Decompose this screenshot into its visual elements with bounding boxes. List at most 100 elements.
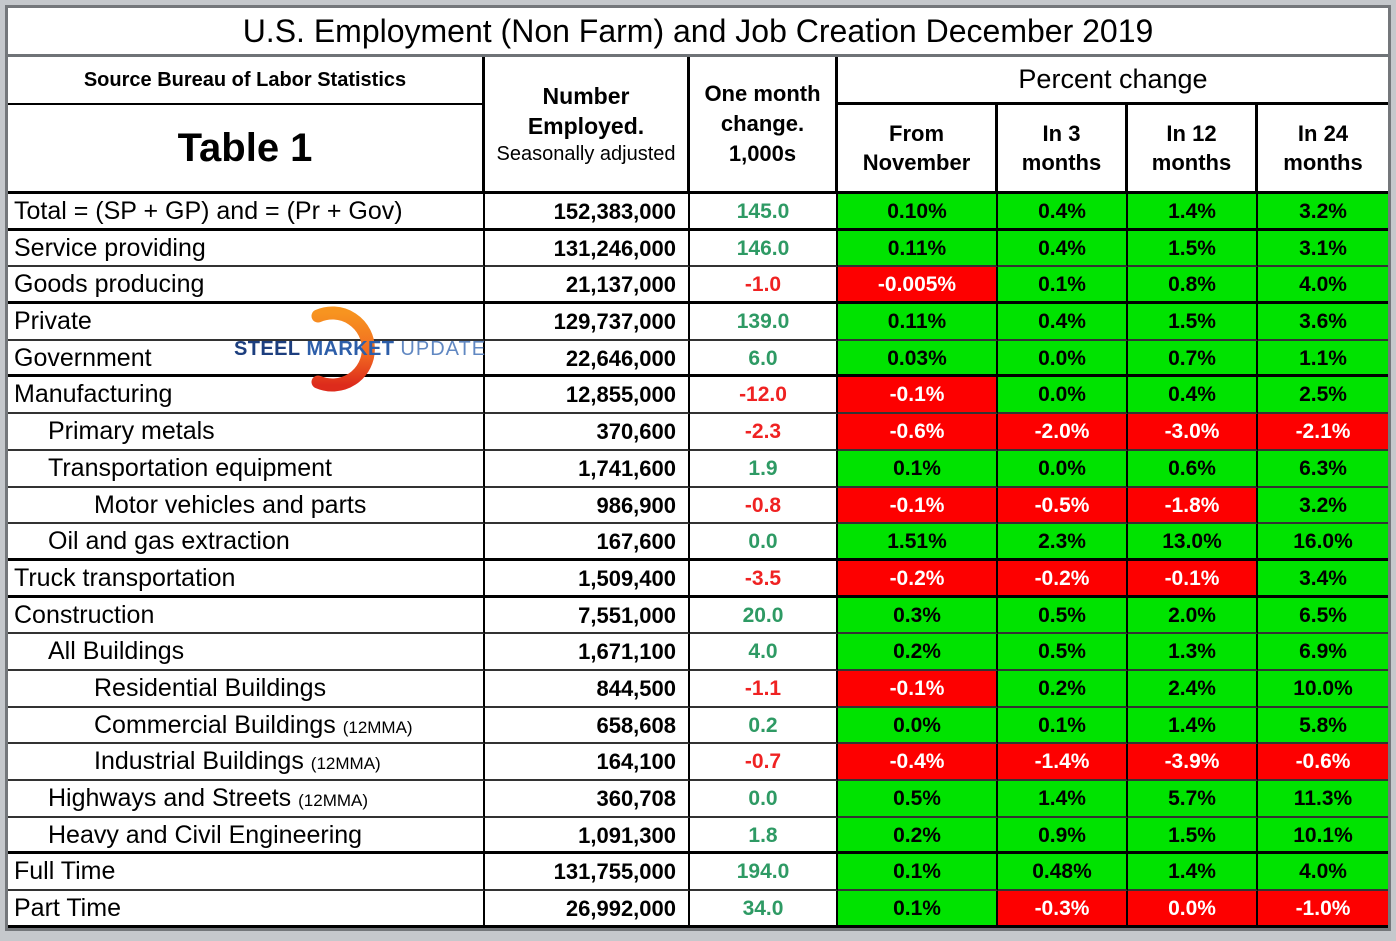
column-header-from-november: From November bbox=[838, 105, 998, 191]
row-label: Manufacturing bbox=[8, 377, 485, 415]
pct-cell: 3.2% bbox=[1258, 194, 1388, 231]
table-header: Source Bureau of Labor Statistics Table … bbox=[8, 57, 1388, 194]
pct-cell: 3.2% bbox=[1258, 487, 1388, 525]
row-label: Highways and Streets (12MMA) bbox=[8, 781, 485, 818]
column-header-percent-change: Percent change bbox=[838, 57, 1388, 105]
employed-value: 658,608 bbox=[485, 707, 690, 745]
employed-value: 131,246,000 bbox=[485, 230, 690, 268]
in-3-months-line1: In 3 bbox=[1042, 121, 1081, 146]
pct-cell: 0.6% bbox=[1128, 450, 1258, 488]
employed-value: 164,100 bbox=[485, 744, 690, 781]
pct-cell: 5.8% bbox=[1258, 707, 1388, 745]
pct-cell: 1.4% bbox=[1128, 194, 1258, 231]
row-label-text: Manufacturing bbox=[14, 380, 173, 409]
change-value: -0.8 bbox=[690, 487, 838, 525]
in-24-months-line2: months bbox=[1283, 150, 1363, 175]
table-row: Full Time 131,755,000 194.0 0.1% 0.48% 1… bbox=[8, 854, 1388, 892]
change-value: 0.0 bbox=[690, 781, 838, 818]
row-label-text: Industrial Buildings bbox=[94, 747, 304, 776]
row-label: All Buildings bbox=[8, 634, 485, 671]
row-label: Heavy and Civil Engineering bbox=[8, 817, 485, 855]
pct-cell: 0.0% bbox=[998, 377, 1128, 415]
pct-cell: 6.3% bbox=[1258, 450, 1388, 488]
employed-value: 22,646,000 bbox=[485, 340, 690, 378]
table-row: Oil and gas extraction 167,600 0.0 1.51%… bbox=[8, 524, 1388, 561]
row-label-text: Goods producing bbox=[14, 270, 205, 299]
in-3-months-line2: months bbox=[1021, 150, 1102, 175]
row-label: Goods producing bbox=[8, 267, 485, 305]
pct-cell: 5.7% bbox=[1128, 781, 1258, 818]
table-row: Industrial Buildings (12MMA) 164,100 -0.… bbox=[8, 744, 1388, 781]
row-label: Transportation equipment bbox=[8, 450, 485, 488]
pct-cell: 0.1% bbox=[838, 891, 998, 928]
employed-value: 370,600 bbox=[485, 414, 690, 451]
from-november-line2: November bbox=[862, 150, 971, 175]
pct-cell: 0.5% bbox=[838, 781, 998, 818]
row-label: Truck transportation bbox=[8, 560, 485, 598]
table-row: Highways and Streets (12MMA) 360,708 0.0… bbox=[8, 781, 1388, 818]
one-month-line3: 1,000s bbox=[728, 141, 797, 166]
pct-cell: -2.0% bbox=[998, 414, 1128, 451]
pct-cell: 0.1% bbox=[998, 267, 1128, 305]
change-value: -3.5 bbox=[690, 560, 838, 598]
table-row: Motor vehicles and parts 986,900 -0.8 -0… bbox=[8, 487, 1388, 525]
row-label: Government bbox=[8, 340, 485, 378]
employed-value: 21,137,000 bbox=[485, 267, 690, 305]
pct-cell: 3.1% bbox=[1258, 230, 1388, 268]
pct-cell: -0.005% bbox=[838, 267, 998, 305]
pct-cell: 6.9% bbox=[1258, 634, 1388, 671]
pct-cell: -0.1% bbox=[1128, 560, 1258, 598]
change-value: 146.0 bbox=[690, 230, 838, 268]
table-row: Service providing 131,246,000 146.0 0.11… bbox=[8, 230, 1388, 268]
employed-value: 7,551,000 bbox=[485, 597, 690, 635]
change-value: 34.0 bbox=[690, 891, 838, 928]
table-row: Heavy and Civil Engineering 1,091,300 1.… bbox=[8, 817, 1388, 855]
in-12-months-line2: months bbox=[1151, 150, 1232, 175]
number-employed-line1: Number bbox=[542, 83, 630, 109]
row-label: Service providing bbox=[8, 230, 485, 268]
row-label-text: Government bbox=[14, 343, 152, 372]
table-row: All Buildings 1,671,100 4.0 0.2% 0.5% 1.… bbox=[8, 634, 1388, 671]
change-value: 6.0 bbox=[690, 340, 838, 378]
pct-cell: 0.4% bbox=[998, 230, 1128, 268]
change-value: 194.0 bbox=[690, 854, 838, 892]
pct-cell: 6.5% bbox=[1258, 597, 1388, 635]
pct-cell: -0.5% bbox=[998, 487, 1128, 525]
row-label: Full Time bbox=[8, 854, 485, 892]
change-value: 0.2 bbox=[690, 707, 838, 745]
page-title: U.S. Employment (Non Farm) and Job Creat… bbox=[8, 8, 1388, 57]
pct-cell: 10.0% bbox=[1258, 670, 1388, 708]
employed-value: 1,509,400 bbox=[485, 560, 690, 598]
row-label-text: Total = (SP + GP) and = (Pr + Gov) bbox=[14, 197, 403, 225]
column-header-in-24-months: In 24 months bbox=[1258, 105, 1388, 191]
pct-cell: 0.5% bbox=[998, 634, 1128, 671]
row-label-text: Oil and gas extraction bbox=[48, 527, 290, 556]
table-row: Commercial Buildings (12MMA) 658,608 0.2… bbox=[8, 707, 1388, 745]
pct-cell: 0.2% bbox=[838, 634, 998, 671]
pct-cell: 0.11% bbox=[838, 304, 998, 341]
pct-cell: -0.6% bbox=[838, 414, 998, 451]
number-employed-line2: Employed. bbox=[527, 113, 645, 139]
pct-cell: 2.0% bbox=[1128, 597, 1258, 635]
row-label: Industrial Buildings (12MMA) bbox=[8, 744, 485, 781]
employed-value: 129,737,000 bbox=[485, 304, 690, 341]
pct-cell: 1.3% bbox=[1128, 634, 1258, 671]
pct-cell: 0.0% bbox=[1128, 891, 1258, 928]
change-value: -1.1 bbox=[690, 670, 838, 708]
pct-cell: 1.4% bbox=[998, 781, 1128, 818]
pct-cell: -1.8% bbox=[1128, 487, 1258, 525]
one-month-line2: change. bbox=[720, 111, 805, 136]
row-label-text: Private bbox=[14, 307, 92, 336]
table-row: Transportation equipment 1,741,600 1.9 0… bbox=[8, 450, 1388, 488]
row-label: Oil and gas extraction bbox=[8, 524, 485, 561]
row-label-suffix: (12MMA) bbox=[298, 791, 369, 810]
pct-cell: -0.4% bbox=[838, 744, 998, 781]
row-label: Residential Buildings bbox=[8, 670, 485, 708]
pct-cell: 0.1% bbox=[998, 707, 1128, 745]
table-row: Manufacturing 12,855,000 -12.0 -0.1% 0.0… bbox=[8, 377, 1388, 415]
table-body: Total = (SP + GP) and = (Pr + Gov) 152,3… bbox=[8, 194, 1388, 928]
row-label: Motor vehicles and parts bbox=[8, 487, 485, 525]
pct-cell: 4.0% bbox=[1258, 267, 1388, 305]
pct-cell: 0.7% bbox=[1128, 340, 1258, 378]
employed-value: 986,900 bbox=[485, 487, 690, 525]
